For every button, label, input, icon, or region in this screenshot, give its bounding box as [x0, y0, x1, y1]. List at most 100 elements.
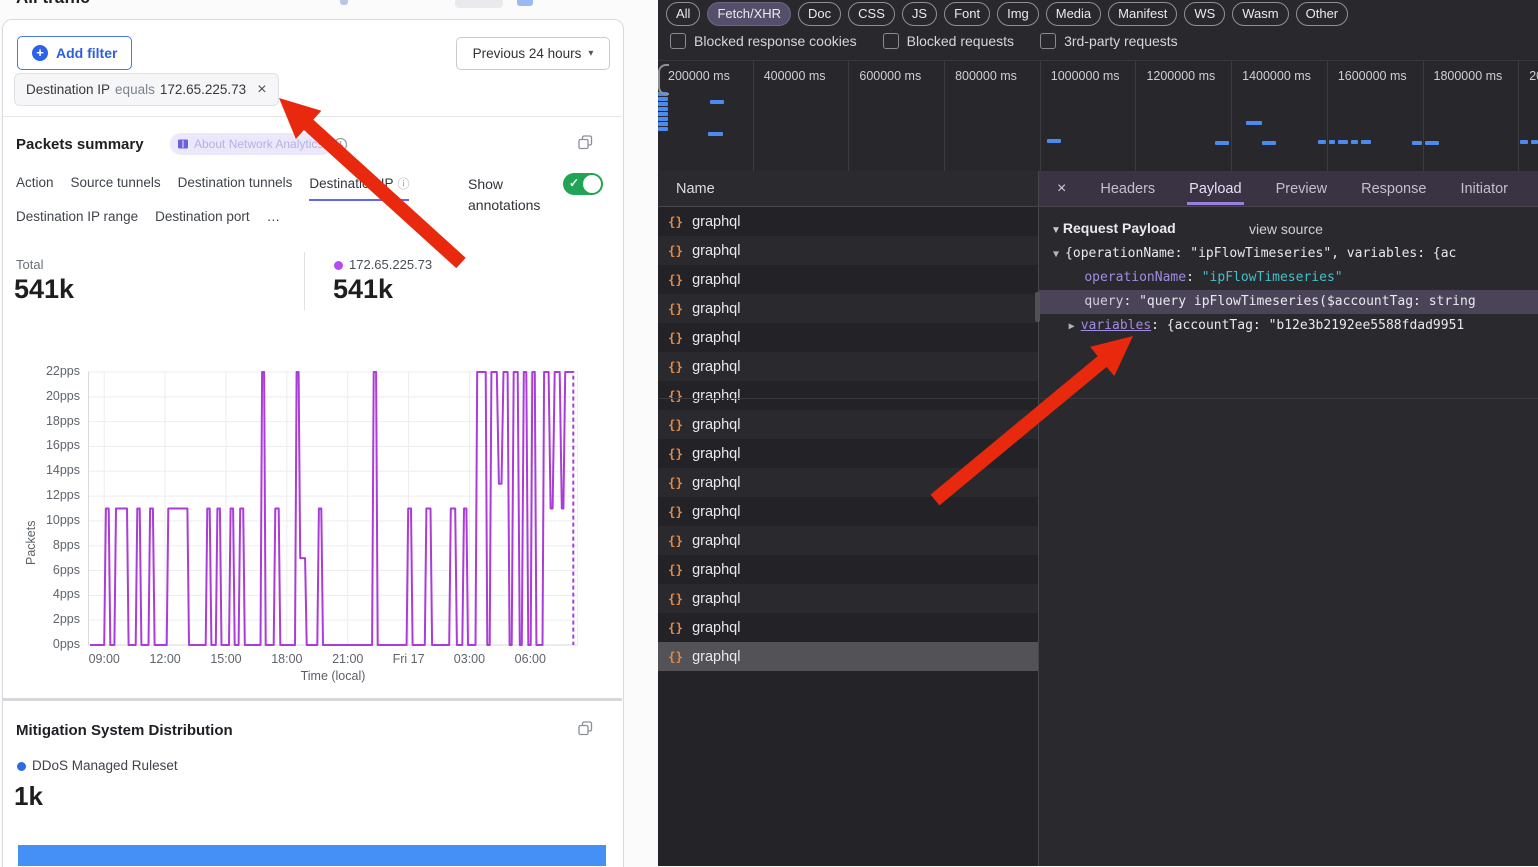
timeseries-line [90, 371, 570, 646]
checkbox-box[interactable] [1040, 33, 1057, 49]
copy-panel-icon[interactable] [578, 135, 593, 155]
request-row[interactable]: {} graphql [658, 497, 1038, 526]
checkbox-blocked-requests[interactable]: Blocked requests [882, 33, 1014, 49]
filter-pill-wasm[interactable]: Wasm [1232, 2, 1289, 26]
request-row[interactable]: {} graphql [658, 439, 1038, 468]
payload-segment: "ipFlowTimeseries" [1201, 270, 1343, 285]
request-payload-header[interactable]: ▼ Request Payload [1051, 220, 1176, 236]
checkbox-3rd-party-requests[interactable]: 3rd-party requests [1040, 33, 1178, 49]
add-filter-label: Add filter [56, 45, 118, 61]
remove-filter-icon[interactable]: × [257, 80, 267, 98]
tab-more[interactable]: … [267, 209, 281, 231]
tab-payload[interactable]: Payload [1187, 173, 1244, 205]
filter-pill-manifest[interactable]: Manifest [1108, 2, 1178, 26]
payload-line[interactable]: ▶ variables: {accountTag: "b12e3b2192ee5… [1039, 314, 1538, 338]
scrollbar-thumb[interactable] [1035, 292, 1040, 322]
waterfall-bar [658, 107, 668, 111]
network-overview-timeline[interactable]: 200000 ms 400000 ms 600000 ms 800000 ms 1000… [658, 60, 1538, 173]
tab-label: Destination IP range [16, 209, 139, 224]
request-row[interactable]: {} graphql [658, 642, 1038, 671]
tab-destination-ip[interactable]: Destination IP ⓘ [309, 175, 410, 201]
tab-destination-port[interactable]: Destination port [155, 209, 250, 231]
tab-label: … [266, 209, 281, 224]
json-braces-icon: {} [668, 649, 684, 664]
request-row[interactable]: {} graphql [658, 410, 1038, 439]
filter-pill-img[interactable]: Img [997, 2, 1039, 26]
filter-pill-font[interactable]: Font [944, 2, 991, 26]
payload-segment [1053, 294, 1084, 309]
request-row[interactable]: {} graphql [658, 352, 1038, 381]
filter-chip[interactable]: Destination IP equals 172.65.225.73 × [14, 73, 279, 106]
waterfall-bar [1215, 141, 1229, 145]
page-title: All traffic [16, 0, 90, 8]
request-row[interactable]: {} graphql [658, 555, 1038, 584]
request-row[interactable]: {} graphql [658, 381, 1038, 410]
tab-initiator[interactable]: Initiator [1460, 180, 1508, 197]
timeline-section: 200000 ms [658, 61, 754, 172]
request-row[interactable]: {} graphql [658, 265, 1038, 294]
tab-destination-ip-range[interactable]: Destination IP range [16, 209, 138, 231]
tab-action[interactable]: Action [16, 175, 54, 201]
filter-pill-other[interactable]: Other [1295, 2, 1349, 26]
payload-segment [1053, 318, 1069, 333]
request-row[interactable]: {} graphql [658, 236, 1038, 265]
request-row[interactable]: {} graphql [658, 526, 1038, 555]
tab-label: Action [16, 175, 54, 190]
filter-pill-css[interactable]: CSS [848, 2, 895, 26]
packets-summary-tabs-row1: Action Source tunnels Destination tunnels D… [16, 175, 410, 201]
timeline-section: 400000 ms [754, 61, 850, 172]
tab-headers[interactable]: Headers [1100, 180, 1156, 197]
checkbox-label: Blocked response cookies [694, 33, 857, 49]
copy-panel-icon[interactable] [578, 721, 593, 741]
checkbox-box[interactable] [670, 33, 686, 49]
request-name: graphql [692, 329, 741, 346]
time-range-dropdown[interactable]: Previous 24 hours ▾ [456, 37, 610, 70]
about-network-analytics-badge[interactable]: About Network Analytics [170, 133, 334, 155]
tab-source-tunnels[interactable]: Source tunnels [71, 175, 161, 201]
json-braces-icon: {} [668, 504, 684, 519]
checkbox-blocked-response-cookies[interactable]: Blocked response cookies [670, 33, 857, 49]
filter-pill-all[interactable]: All [666, 2, 701, 26]
show-annotations-toggle[interactable]: ✓ [563, 173, 603, 195]
waterfall-bar [658, 117, 668, 121]
filter-pill-fetch-xhr[interactable]: Fetch/XHR [707, 2, 792, 26]
payload-line[interactable]: operationName: "ipFlowTimeseries" [1039, 266, 1538, 290]
tab-response[interactable]: Response [1361, 180, 1427, 197]
payload-line[interactable]: ▼ {operationName: "ipFlowTimeseries", va… [1039, 242, 1538, 266]
clock-icon[interactable] [333, 137, 348, 157]
checkbox-box[interactable] [882, 33, 899, 49]
x-tick-label: 06:00 [514, 652, 546, 666]
filter-pill-media[interactable]: Media [1045, 2, 1102, 26]
tab-destination-tunnels[interactable]: Destination tunnels [178, 175, 293, 201]
request-row[interactable]: {} graphql [658, 584, 1038, 613]
request-row[interactable]: {} graphql [658, 207, 1038, 236]
mitigation-legend-label: DDoS Managed Ruleset [32, 758, 178, 773]
request-row[interactable]: {} graphql [658, 294, 1038, 323]
request-row[interactable]: {} graphql [658, 468, 1038, 497]
packets-summary-tabs-row2: Destination IP range Destination port … [16, 209, 280, 231]
payload-segment: "b12e3b2192ee5588fdad9951 [1268, 318, 1465, 333]
close-icon[interactable]: × [1057, 179, 1067, 197]
waterfall-bar [658, 112, 668, 116]
request-row[interactable]: {} graphql [658, 323, 1038, 352]
payload-line[interactable]: query: "query ipFlowTimeseries($accountT… [1039, 290, 1538, 314]
tab-preview[interactable]: Preview [1275, 180, 1328, 197]
name-column-header[interactable]: Name [658, 171, 1038, 207]
x-tick-label: 09:00 [88, 652, 120, 666]
mitigation-title: Mitigation System Distribution [16, 722, 233, 739]
json-braces-icon: {} [668, 243, 684, 258]
book-icon [178, 139, 188, 149]
json-braces-icon: {} [668, 272, 684, 287]
packets-timeseries-chart [88, 371, 578, 646]
add-filter-button[interactable]: + Add filter [17, 36, 133, 70]
tab-label: Destination tunnels [177, 175, 293, 190]
request-row[interactable]: {} graphql [658, 613, 1038, 642]
filter-value: 172.65.225.73 [159, 82, 247, 97]
view-source-link[interactable]: view source [1249, 221, 1323, 237]
filter-pill-doc[interactable]: Doc [798, 2, 842, 26]
timeline-tick-label: 1000000 ms [1050, 69, 1120, 83]
waterfall-bar [658, 97, 668, 101]
filter-pill-js[interactable]: JS [901, 2, 938, 26]
filter-pill-ws[interactable]: WS [1184, 2, 1226, 26]
timeline-tick-label: 600000 ms [859, 69, 922, 83]
